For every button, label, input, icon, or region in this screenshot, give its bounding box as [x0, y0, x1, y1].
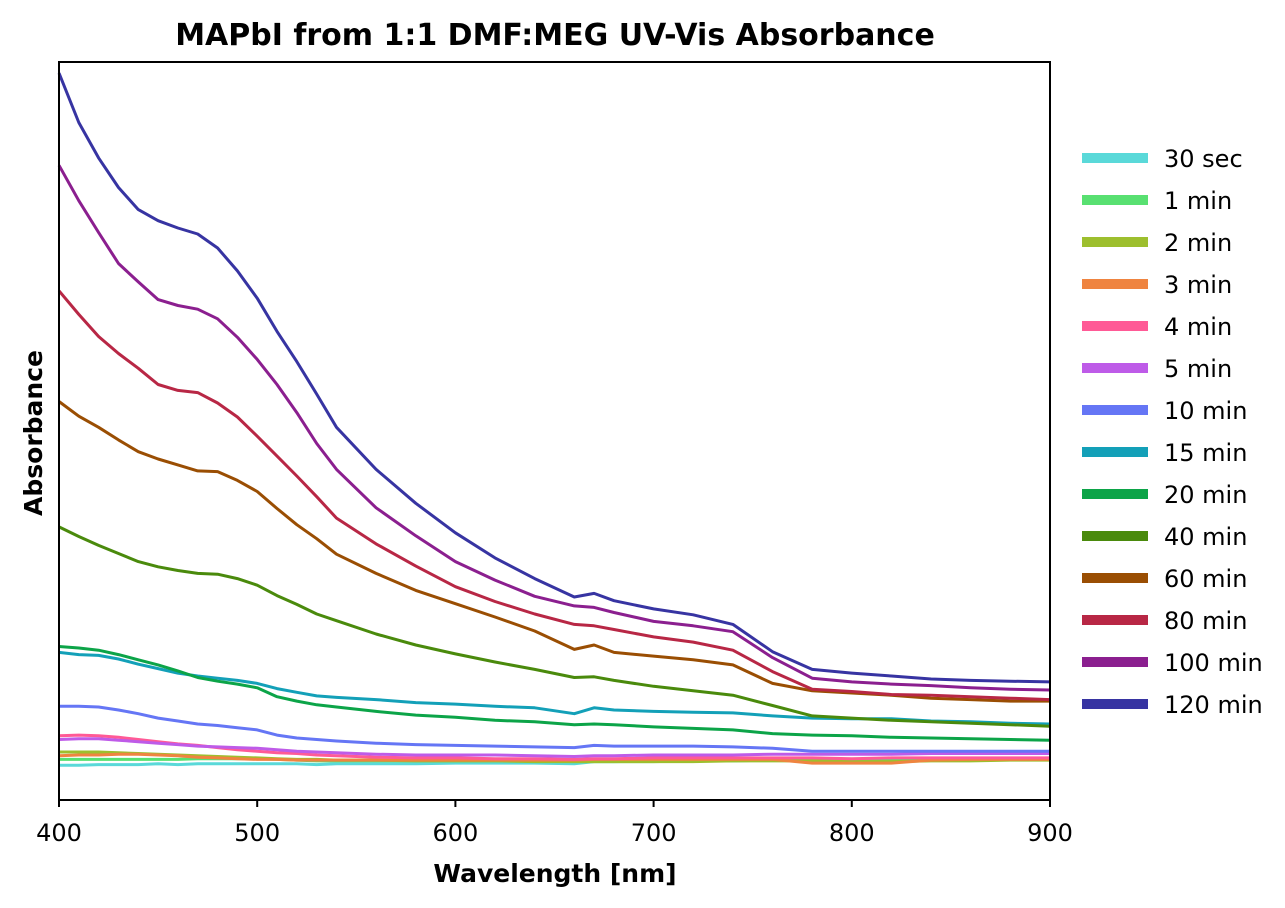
series-line-7: [58, 650, 1051, 726]
plot-frame: [58, 61, 1051, 801]
legend-label-6: 10 min: [1164, 397, 1247, 425]
series-line-13: [57, 72, 1051, 684]
x-axis-label: Wavelength [nm]: [433, 859, 676, 888]
chart-title: MAPbI from 1:1 DMF:MEG UV-Vis Absorbance: [175, 18, 935, 53]
x-tick-label-5: 900: [1027, 819, 1073, 847]
legend-label-5: 5 min: [1164, 355, 1232, 383]
x-tick-label-3: 700: [631, 819, 677, 847]
legend-label-10: 60 min: [1164, 565, 1247, 593]
legend-label-2: 2 min: [1164, 229, 1232, 257]
legend-label-3: 3 min: [1164, 271, 1232, 299]
legend-label-1: 1 min: [1164, 187, 1232, 215]
series-line-10: [58, 400, 1050, 703]
series-line-5: [58, 737, 1050, 758]
legend-label-9: 40 min: [1164, 523, 1247, 551]
series-line-8: [58, 645, 1051, 742]
legend-label-7: 15 min: [1164, 439, 1247, 467]
series-line-6: [59, 704, 1050, 753]
legend-label-0: 30 sec: [1164, 145, 1243, 173]
series-line-11: [57, 289, 1051, 702]
x-tick-label-4: 800: [829, 819, 875, 847]
series-line-9: [58, 525, 1051, 728]
legend-label-13: 120 min: [1164, 691, 1263, 719]
x-tick-label-0: 400: [36, 819, 82, 847]
x-tick-label-1: 500: [234, 819, 280, 847]
legend-label-4: 4 min: [1164, 313, 1232, 341]
x-axis-ticks: 400 500 600 700 800 900: [36, 800, 1073, 847]
series-line-3: [58, 752, 1050, 765]
x-tick-label-2: 600: [432, 819, 478, 847]
y-axis-label: Absorbance: [19, 350, 48, 516]
series-line-12: [57, 164, 1051, 692]
legend-label-8: 20 min: [1164, 481, 1247, 509]
legend: 30 sec 1 min 2 min 3 min 4 min 5 min 10 min 15 …: [1082, 145, 1263, 719]
legend-label-12: 100 min: [1164, 649, 1263, 677]
legend-label-11: 80 min: [1164, 607, 1247, 635]
series-lines: [57, 72, 1051, 767]
